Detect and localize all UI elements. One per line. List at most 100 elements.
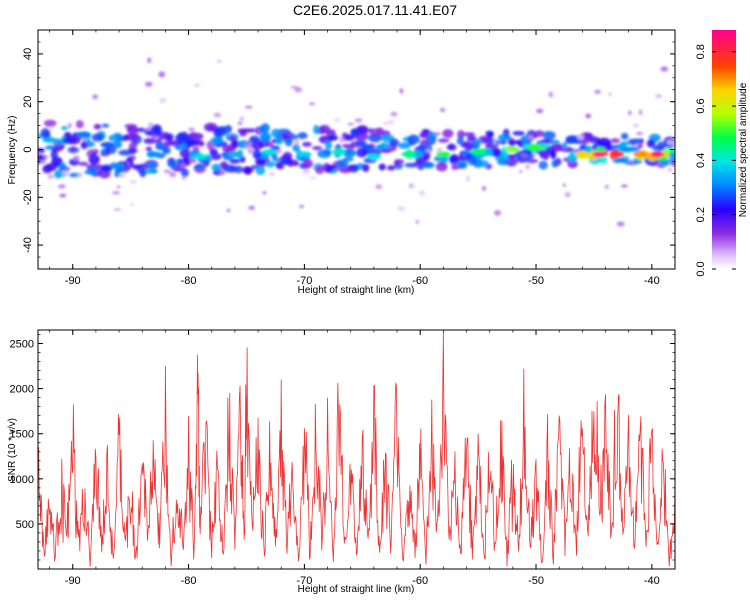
heatmap-outlier xyxy=(128,142,137,149)
heatmap-outlier xyxy=(434,132,442,136)
heatmap-cell xyxy=(118,149,133,156)
heatmap-cell xyxy=(69,146,77,153)
heatmap-cell xyxy=(259,132,272,141)
heatmap-outlier xyxy=(576,134,585,141)
snr-frame xyxy=(37,329,676,570)
heatmap-peak xyxy=(366,153,381,160)
heatmap-cell xyxy=(108,134,122,142)
heatmap-peak xyxy=(633,151,648,158)
heatmap-cell xyxy=(132,164,139,170)
heatmap-outlier xyxy=(119,174,126,177)
heatmap-cell xyxy=(327,135,339,141)
heatmap-peak xyxy=(332,149,347,155)
heatmap-outlier xyxy=(494,210,502,216)
heatmap-outlier xyxy=(59,193,67,198)
heatmap-peak xyxy=(100,141,115,148)
heatmap-cell xyxy=(143,137,156,145)
heatmap-outlier xyxy=(194,84,200,87)
heatmap-cell xyxy=(188,131,198,139)
colorbar-label: Normalized spectral amplitude xyxy=(738,82,749,217)
snr-x-axis: -90 -80 -70 -60 -50 -40 xyxy=(49,330,676,587)
heatmap-cell xyxy=(361,144,373,150)
spectrogram-x-axis: -90 -80 -70 -60 -50 -40 xyxy=(49,30,676,287)
heatmap-cell xyxy=(368,133,382,143)
heatmap-outlier xyxy=(247,148,254,154)
heatmap-outlier xyxy=(112,190,121,195)
heatmap-cell xyxy=(546,139,561,145)
heatmap-peak xyxy=(297,151,312,158)
heatmap-outlier xyxy=(113,208,122,212)
heatmap-outlier xyxy=(466,175,470,182)
heatmap-cell xyxy=(627,146,641,153)
heatmap-outlier xyxy=(159,97,166,104)
heatmap-cell xyxy=(507,154,518,159)
heatmap-cell xyxy=(229,158,241,164)
heatmap-cell xyxy=(126,126,138,132)
heatmap-outlier xyxy=(213,112,222,118)
snr-x-tick-label: -60 xyxy=(412,575,428,587)
snr-y-tick-label: 1000 xyxy=(10,474,34,486)
spectrogram-x-tick-label: -90 xyxy=(65,275,81,287)
heatmap-cell xyxy=(325,164,337,170)
heatmap-peak xyxy=(193,153,208,160)
heatmap-outlier xyxy=(660,66,669,72)
heatmap-cell xyxy=(275,135,284,145)
heatmap-cell xyxy=(292,144,300,152)
heatmap-outlier xyxy=(564,191,571,198)
heatmap-outlier xyxy=(383,121,389,125)
heatmap-cell xyxy=(231,139,239,149)
heatmap-cell xyxy=(421,162,435,169)
colorbar-gradient xyxy=(712,30,736,269)
heatmap-cell xyxy=(209,148,218,156)
heatmap-cell xyxy=(98,169,111,179)
heatmap-cell xyxy=(211,163,222,172)
heatmap-outlier xyxy=(519,170,523,173)
heatmap-cell xyxy=(101,123,110,128)
heatmap-outlier xyxy=(268,172,276,176)
heatmap-outlier xyxy=(309,176,317,180)
heatmap-cell xyxy=(669,152,675,162)
heatmap-peak xyxy=(650,151,665,158)
heatmap-outlier xyxy=(73,155,80,162)
heatmap-cell xyxy=(467,156,478,166)
heatmap-cell xyxy=(585,146,592,154)
heatmap-cell xyxy=(538,160,548,170)
heatmap-outlier xyxy=(562,183,566,187)
heatmap-outlier xyxy=(418,190,426,197)
heatmap-outlier xyxy=(116,185,121,189)
heatmap-cell xyxy=(145,146,153,152)
snr-y-axis: 500 1000 1500 2000 2500 xyxy=(10,334,675,561)
heatmap-cell xyxy=(243,166,252,175)
heatmap-outlier xyxy=(492,139,497,145)
heatmap-peak xyxy=(401,151,416,158)
heatmap-cell xyxy=(50,149,58,160)
spectrogram-heatmap xyxy=(38,57,675,227)
heatmap-cell xyxy=(551,144,563,152)
heatmap-outlier xyxy=(408,183,415,189)
heatmap-cell xyxy=(344,134,355,141)
heatmap-cell xyxy=(656,156,669,161)
heatmap-outlier xyxy=(424,149,431,153)
snr-y-tick-label: 2500 xyxy=(10,339,34,351)
heatmap-cell xyxy=(203,161,210,167)
heatmap-cell xyxy=(335,159,349,168)
heatmap-cell xyxy=(175,133,189,143)
snr-x-tick-label: -50 xyxy=(528,575,544,587)
heatmap-outlier xyxy=(246,140,253,147)
heatmap-outlier xyxy=(163,169,171,173)
heatmap-cell xyxy=(260,123,270,133)
colorbar-tick-label: 0.2 xyxy=(695,207,707,222)
heatmap-outlier xyxy=(47,173,55,180)
heatmap-cell xyxy=(386,165,396,171)
figure-title: C2E6.2025.017.11.41.E07 xyxy=(293,2,457,18)
spectrogram-y-tick-label: 40 xyxy=(22,48,34,60)
heatmap-cell xyxy=(60,126,69,131)
heatmap-cell xyxy=(342,143,349,149)
heatmap-outlier xyxy=(126,161,131,168)
heatmap-cell xyxy=(478,135,492,144)
heatmap-cell xyxy=(404,162,418,168)
heatmap-outlier xyxy=(655,94,663,98)
heatmap-outlier xyxy=(147,57,152,64)
heatmap-outlier xyxy=(415,219,419,224)
heatmap-cell xyxy=(397,142,411,149)
